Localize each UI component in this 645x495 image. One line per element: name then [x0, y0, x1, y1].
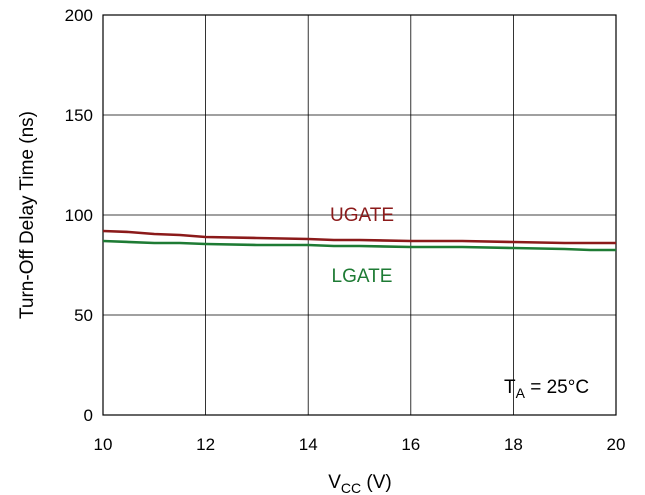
- annotation-sub: A: [516, 385, 526, 401]
- x-tick-label: 12: [196, 435, 215, 454]
- x-tick-label: 16: [401, 435, 420, 454]
- x-axis-label-sub: CC: [341, 480, 361, 495]
- x-axis-label-main: V: [328, 472, 341, 493]
- series-line-lgate: [102, 239, 616, 252]
- plot-frame: [102, 14, 617, 416]
- y-tick-label: 50: [74, 306, 93, 325]
- x-axis-label: VCC (V): [328, 472, 392, 495]
- series-lines: [102, 229, 616, 252]
- x-tick-labels: 10 12 14 16 18 20: [94, 435, 626, 454]
- x-tick-label: 20: [607, 435, 626, 454]
- x-tick-label: 14: [299, 435, 318, 454]
- x-tick-label: 10: [94, 435, 113, 454]
- x-axis-label-unit: (V): [361, 472, 392, 493]
- y-tick-label: 200: [65, 6, 93, 25]
- grid-lines: [103, 15, 616, 415]
- y-axis-label: Turn-Off Delay Time (ns): [17, 111, 38, 319]
- series-line-ugate: [102, 229, 616, 245]
- x-tick-label: 18: [504, 435, 523, 454]
- temperature-annotation: TA = 25°C: [504, 377, 589, 401]
- series-label-lgate: LGATE: [332, 266, 393, 287]
- series-label-ugate: UGATE: [330, 205, 394, 226]
- y-tick-label: 100: [65, 206, 93, 225]
- y-tick-label: 0: [84, 406, 93, 425]
- y-tick-label: 150: [65, 106, 93, 125]
- annotation-main: T: [504, 377, 516, 398]
- annotation-rest: = 25°C: [525, 377, 589, 398]
- y-tick-labels: 0 50 100 150 200: [65, 6, 93, 425]
